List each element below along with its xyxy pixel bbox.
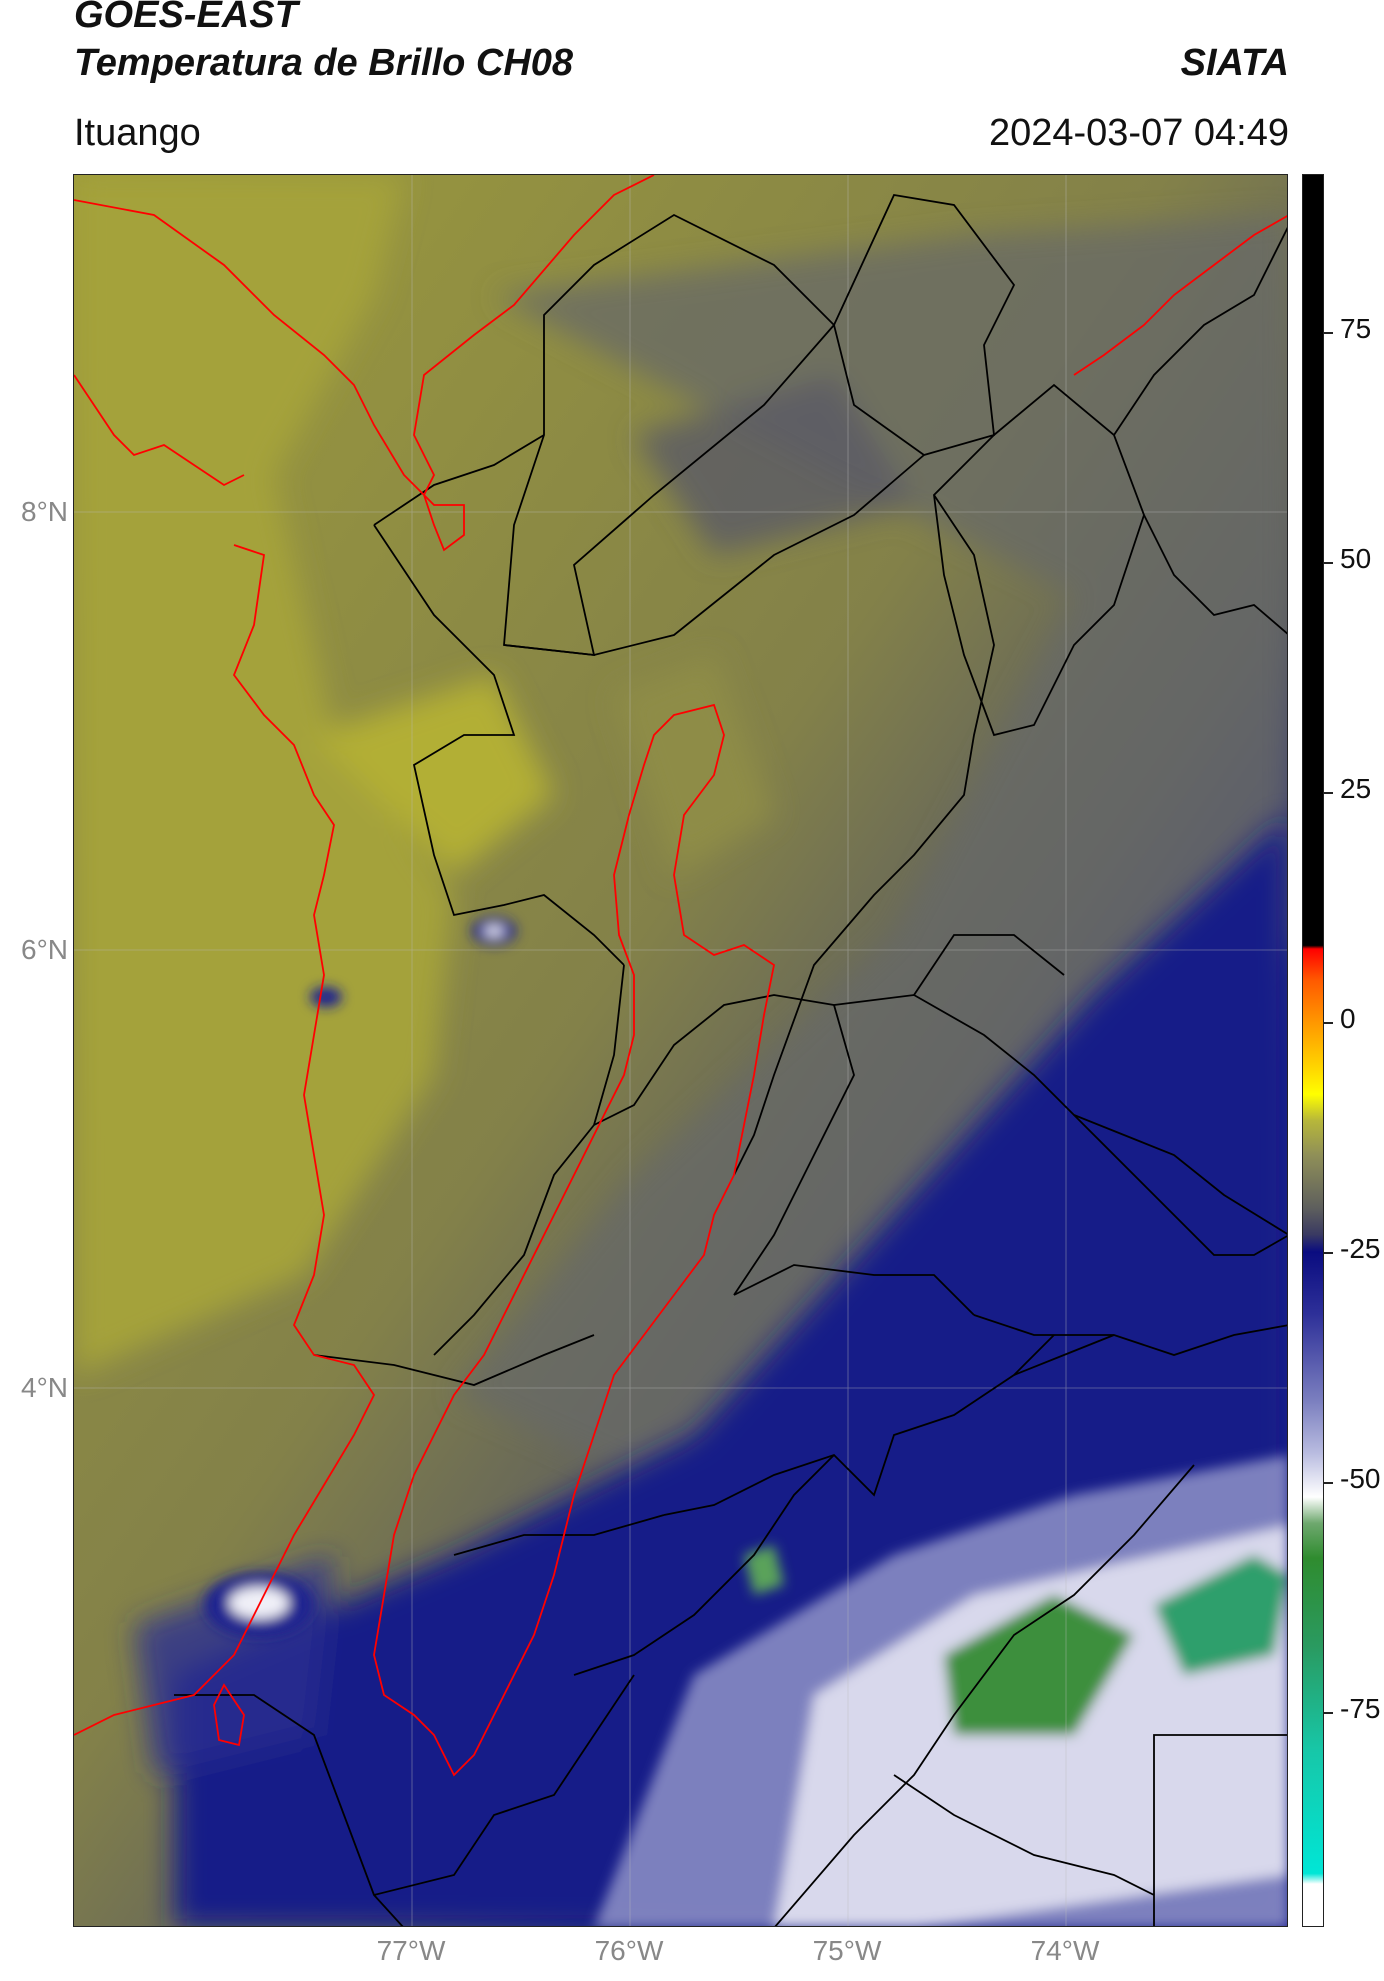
colorbar-tick	[1324, 332, 1333, 334]
latitude-label: 4°N	[21, 1372, 68, 1403]
product-title: Temperatura de Brillo CH08	[74, 42, 574, 84]
warm-cloud-free-region	[74, 175, 774, 1375]
department-borders	[174, 193, 1287, 1926]
satellite-map	[73, 174, 1288, 1927]
longitude-label: 74°W	[1030, 1935, 1100, 1966]
mid-level-cloud-band	[454, 215, 1287, 1475]
latitude-label: 8°N	[21, 496, 68, 527]
colorbar	[1302, 174, 1324, 1927]
colorbar-tick	[1324, 562, 1333, 564]
country-and-coast-borders	[74, 175, 1287, 1777]
colorbar-tick	[1324, 792, 1333, 794]
colorbar-label: 0	[1340, 1003, 1356, 1034]
colorbar-tick	[1324, 1022, 1333, 1024]
longitude-label: 77°W	[376, 1935, 446, 1966]
colorbar-tick	[1324, 1712, 1333, 1714]
longitude-label: 76°W	[594, 1935, 664, 1966]
colorbar-label: 25	[1340, 773, 1372, 804]
latitude-label: 6°N	[21, 934, 68, 965]
longitude-label: 75°W	[812, 1935, 882, 1966]
colorbar-label: -50	[1340, 1463, 1381, 1494]
colorbar-label: 50	[1340, 543, 1372, 574]
map-canvas	[74, 175, 1287, 1926]
deep-convection-cores	[204, 917, 1287, 1926]
colorbar-label: -25	[1340, 1233, 1381, 1264]
satellite-title: GOES-EAST	[74, 0, 298, 36]
colorbar-label: -75	[1340, 1693, 1381, 1724]
organization-label: SIATA	[1180, 42, 1289, 84]
colorbar-tick	[1324, 1482, 1333, 1484]
colorbar-tick	[1324, 1252, 1333, 1254]
colorbar-label: 75	[1340, 313, 1372, 344]
location-label: Ituango	[74, 112, 201, 154]
timestamp-label: 2024-03-07 04:49	[988, 112, 1289, 154]
